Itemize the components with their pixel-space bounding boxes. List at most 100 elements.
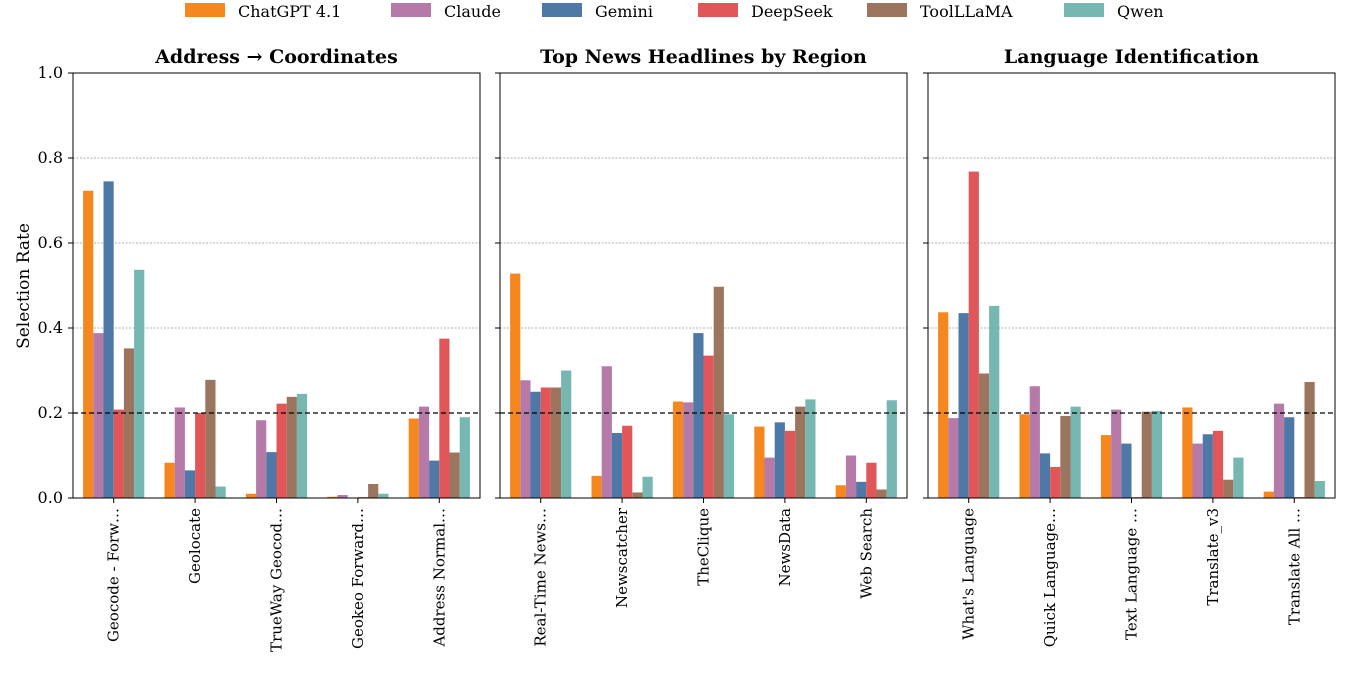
bar-3-1 <box>1050 466 1061 498</box>
chart-legend: ChatGPT 4.1 Claude Gemini DeepSeek ToolLLaMA… <box>185 2 1164 21</box>
legend-swatch-0 <box>185 3 225 17</box>
bar-4-2 <box>286 396 297 498</box>
legend-label-2: Gemini <box>595 2 653 21</box>
bar-5-2 <box>723 414 735 498</box>
category-label: What's Language <box>960 508 978 640</box>
bar-0-4 <box>1263 491 1274 498</box>
bar-3-0 <box>968 171 979 498</box>
bar-4-1 <box>632 492 643 498</box>
bar-4-1 <box>1060 415 1071 498</box>
category-label: TheClique <box>695 508 713 586</box>
bar-4-4 <box>1304 381 1315 498</box>
bar-2-2 <box>693 333 704 498</box>
y-axis-label: Selection Rate <box>14 223 34 349</box>
bar-2-0 <box>958 313 969 498</box>
category-label: NewsData <box>776 508 794 587</box>
bar-3-0 <box>540 387 551 498</box>
bar-2-3 <box>774 422 785 498</box>
bar-0-2 <box>245 493 257 498</box>
bar-0-1 <box>591 475 602 498</box>
bar-5-3 <box>805 399 816 498</box>
category-label: Text Language … <box>1123 508 1141 640</box>
bar-4-1 <box>205 379 216 498</box>
bar-2-0 <box>530 391 541 498</box>
bar-1-3 <box>764 457 775 498</box>
bar-4-3 <box>368 483 379 498</box>
bar-5-2 <box>1151 410 1163 498</box>
bar-5-1 <box>1070 406 1081 498</box>
bar-2-4 <box>429 460 440 498</box>
chart-panels: Address → Coordinates Geocode - Forw… Geol… <box>38 46 1336 652</box>
bar-1-3 <box>337 495 348 498</box>
category-label: Newscatcher <box>613 507 631 608</box>
bar-2-1 <box>611 432 623 498</box>
bar-2-1 <box>184 470 196 498</box>
bar-0-0 <box>83 190 94 498</box>
bar-3-2 <box>703 355 714 498</box>
category-label: Translate All … <box>1285 508 1303 625</box>
bar-3-4 <box>866 462 877 498</box>
bar-5-1 <box>642 476 653 498</box>
bar-1-2 <box>683 402 694 498</box>
bar-0-0 <box>510 273 521 498</box>
bar-1-4 <box>418 406 430 498</box>
bar-2-3 <box>1202 434 1213 498</box>
bar-1-1 <box>1029 386 1040 498</box>
bar-5-4 <box>1314 481 1325 498</box>
legend-swatch-4 <box>867 3 907 17</box>
legend-swatch-2 <box>542 3 582 17</box>
category-label: Real-Time News… <box>532 508 550 647</box>
y-tick-label: 1.0 <box>38 63 63 82</box>
y-tick-label: 0.0 <box>38 488 63 507</box>
bar-1-0 <box>93 333 104 498</box>
bar-0-2 <box>1100 435 1112 498</box>
bar-2-4 <box>1284 417 1295 498</box>
bar-1-0 <box>520 380 531 498</box>
bar-3-1 <box>195 413 206 498</box>
legend-label-3: DeepSeek <box>751 2 833 21</box>
bar-5-3 <box>1233 457 1244 498</box>
legend-label-0: ChatGPT 4.1 <box>238 2 341 21</box>
y-tick-label: 0.2 <box>38 403 63 422</box>
bar-0-3 <box>754 426 765 498</box>
category-label: Geocode - Forw… <box>105 508 123 642</box>
category-label: Translate_v3 <box>1204 508 1222 606</box>
bar-4-0 <box>978 373 990 498</box>
bar-3-4 <box>439 338 450 498</box>
bar-3-3 <box>1212 430 1224 498</box>
bar-2-0 <box>103 181 114 498</box>
bar-1-2 <box>256 420 267 498</box>
bar-0-4 <box>408 418 419 498</box>
category-label: TrueWay Geocod… <box>268 508 286 652</box>
bar-1-3 <box>1192 443 1203 498</box>
bar-0-0 <box>938 312 949 498</box>
bar-0-1 <box>164 462 175 498</box>
panel-title: Language Identification <box>1004 46 1259 68</box>
bar-0-2 <box>672 401 684 498</box>
y-tick-label: 0.4 <box>38 318 63 337</box>
legend-swatch-1 <box>391 3 431 17</box>
legend-label-4: ToolLLaMA <box>920 2 1013 21</box>
bar-3-0 <box>113 409 124 498</box>
legend-label-5: Qwen <box>1117 2 1164 21</box>
panel-title: Address → Coordinates <box>154 46 398 68</box>
bar-4-3 <box>1223 479 1234 498</box>
panel-1: Top News Headlines by Region Real-Time Ne… <box>495 46 908 647</box>
panel-2: Language Identification What's Language Qu… <box>923 46 1336 647</box>
bar-1-1 <box>174 407 185 498</box>
y-tick-label: 0.6 <box>38 233 63 252</box>
category-label: Geokeo Forward… <box>349 508 367 649</box>
bar-2-4 <box>856 481 867 498</box>
bar-4-4 <box>876 489 887 498</box>
bar-1-4 <box>1273 403 1285 498</box>
bar-0-3 <box>1182 407 1193 498</box>
bar-5-0 <box>561 370 572 498</box>
bar-3-1 <box>622 425 633 498</box>
panel-0: Address → Coordinates Geocode - Forw… Geol… <box>38 46 481 652</box>
bar-2-1 <box>1039 453 1051 498</box>
y-tick-label: 0.8 <box>38 148 63 167</box>
bar-0-4 <box>835 485 846 498</box>
bar-0-1 <box>1019 414 1030 498</box>
bar-5-0 <box>989 305 1000 498</box>
